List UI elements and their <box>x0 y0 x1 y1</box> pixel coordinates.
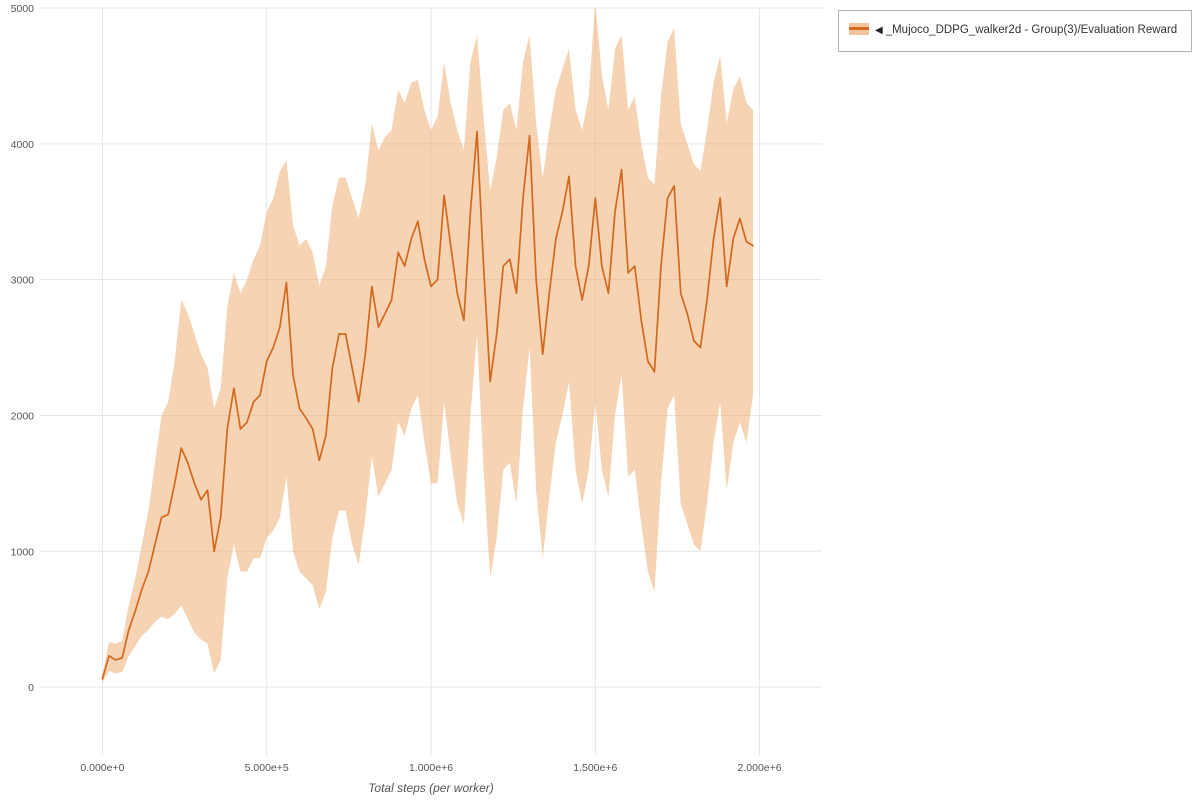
y-tick-label: 2000 <box>11 410 35 422</box>
x-axis-title: Total steps (per worker) <box>368 781 494 795</box>
confidence-band <box>102 8 753 684</box>
x-tick-label: 5.000e+5 <box>245 762 289 774</box>
legend[interactable]: ◀ _Mujoco_DDPG_walker2d - Group(3)/Evalua… <box>838 10 1192 52</box>
mean-reward-line <box>101 130 754 680</box>
x-tick-label: 2.000e+6 <box>738 762 782 774</box>
x-tick-label: 1.500e+6 <box>573 762 617 774</box>
y-tick-label: 4000 <box>11 139 35 151</box>
y-tick-label: 0 <box>28 682 34 694</box>
y-tick-label: 1000 <box>11 546 35 558</box>
legend-collapse-icon[interactable]: ◀ <box>875 25 883 36</box>
x-tick-label: 1.000e+6 <box>409 762 453 774</box>
y-tick-label: 5000 <box>11 3 35 15</box>
legend-series-label: _Mujoco_DDPG_walker2d - Group(3)/Evaluat… <box>885 24 1178 36</box>
y-tick-label: 3000 <box>11 275 35 287</box>
x-tick-label: 0.000e+0 <box>80 762 124 774</box>
series-swatch-icon <box>849 23 869 35</box>
